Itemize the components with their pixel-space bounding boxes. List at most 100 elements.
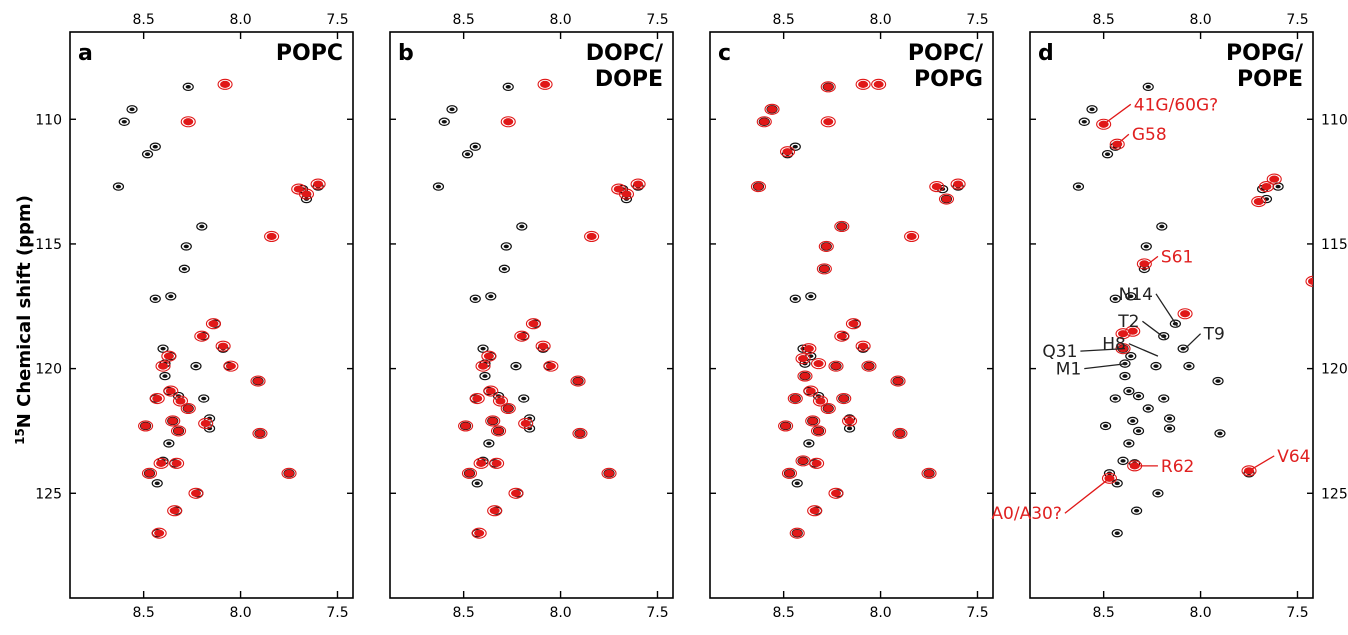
sample-peak-outer xyxy=(809,457,825,469)
reference-peak xyxy=(1177,344,1189,353)
sample-peak-outer xyxy=(170,425,187,437)
sample-peak xyxy=(540,80,551,88)
reference-peak-core xyxy=(526,416,533,421)
sample-peak-outer xyxy=(537,78,553,90)
peak-annotation: T9 xyxy=(1203,325,1225,345)
x-tick-label-top: 8.0 xyxy=(1189,12,1211,28)
reference-peak-core xyxy=(488,294,494,299)
sample-peak-outer xyxy=(252,427,268,439)
sample-peak-outer xyxy=(250,375,266,387)
sample-peak-outer xyxy=(489,457,505,469)
panel-title-line: DOPC/ xyxy=(586,41,664,66)
sample-peak xyxy=(1180,310,1191,318)
annotation-leader xyxy=(1103,103,1132,125)
sample-peak xyxy=(621,190,632,198)
reference-peak xyxy=(1169,319,1181,328)
reference-peak xyxy=(165,292,177,301)
sample-peak-outer xyxy=(750,181,767,193)
sample-peak xyxy=(953,180,964,188)
reference-peak-core xyxy=(181,267,187,271)
panel-title-line: POPE xyxy=(1237,67,1303,92)
sample-peak xyxy=(893,377,904,385)
reference-peak xyxy=(485,292,497,301)
sample-peak-outer xyxy=(223,360,239,372)
sample-peak-outer xyxy=(778,420,794,432)
sample-peak xyxy=(196,332,207,340)
sample-peak xyxy=(830,362,841,370)
reference-peak-core xyxy=(1153,364,1159,368)
sample-peak-outer xyxy=(890,375,906,387)
reference-peak-core xyxy=(1145,406,1151,411)
reference-peak xyxy=(500,242,512,251)
sample-peak xyxy=(253,377,264,385)
reference-peak xyxy=(843,424,856,433)
sample-peak xyxy=(1253,197,1264,206)
sample-peak-outer xyxy=(828,487,844,499)
x-tick-label-top: 7.5 xyxy=(966,12,988,28)
panel-letter: b xyxy=(398,41,414,66)
sample-peak xyxy=(821,242,832,251)
annotation-leader xyxy=(1248,455,1275,472)
panel-frame xyxy=(389,31,674,599)
sample-peak-outer xyxy=(151,527,167,539)
reference-peak-core xyxy=(1166,416,1173,421)
sample-peak-outer xyxy=(820,402,836,415)
sample-peak xyxy=(767,105,778,113)
x-tick-label-top: 8.0 xyxy=(549,12,571,28)
reference-peak xyxy=(182,82,194,92)
reference-peak xyxy=(1150,361,1162,371)
reference-peak xyxy=(1163,424,1176,433)
reference-peak-core xyxy=(1126,389,1132,393)
sample-peak-outer xyxy=(816,263,832,275)
sample-peak-outer xyxy=(805,415,821,427)
sample-peak xyxy=(175,397,186,405)
reference-peak xyxy=(438,117,450,126)
reference-peak-core xyxy=(152,296,158,301)
reference-peak-core xyxy=(1128,294,1134,299)
peaks-layer xyxy=(112,78,326,539)
reference-peak-core xyxy=(1120,459,1126,463)
annotation-leader xyxy=(1147,255,1159,265)
sample-peak xyxy=(154,529,165,537)
sample-peak xyxy=(144,469,155,477)
sample-peak-outer xyxy=(475,360,491,372)
sample-peak xyxy=(200,419,211,428)
reference-peak-core xyxy=(206,426,213,431)
peak-annotation: Q31 xyxy=(1042,342,1077,362)
sample-peak-outer xyxy=(950,178,966,190)
peak-annotation: V64 xyxy=(1277,447,1310,467)
sample-peak-outer xyxy=(601,467,617,479)
reference-peak xyxy=(1142,404,1154,413)
reference-peak-core xyxy=(792,144,798,149)
annotation-leader xyxy=(1155,293,1178,327)
panel-title-line: POPG xyxy=(914,67,983,92)
sample-peak xyxy=(183,118,194,126)
sample-peak-outer xyxy=(492,395,509,407)
reference-peak xyxy=(469,142,481,151)
x-tick-label-top: 8.0 xyxy=(869,12,891,28)
panel-title-line: DOPE xyxy=(595,67,663,92)
reference-peak xyxy=(1117,456,1129,466)
sample-peak-outer xyxy=(764,103,780,115)
reference-peak xyxy=(157,344,169,353)
reference-peak-core xyxy=(1075,184,1082,189)
peak-annotation: S61 xyxy=(1161,247,1193,267)
panel-frame xyxy=(1029,31,1314,599)
sample-peak xyxy=(906,232,917,241)
sample-peak-outer xyxy=(787,392,803,405)
sample-peak-outer xyxy=(310,178,326,190)
sample-peak-outer xyxy=(155,360,171,372)
sample-peak xyxy=(173,427,184,435)
reference-peak xyxy=(479,371,491,381)
sample-peak xyxy=(823,118,834,126)
sample-peak-outer xyxy=(584,230,600,243)
reference-peak-core xyxy=(501,267,507,271)
sample-peak xyxy=(924,469,935,477)
panel-title-line: POPG/ xyxy=(1226,41,1304,66)
reference-peak-core xyxy=(1104,152,1111,156)
reference-peak xyxy=(1152,489,1164,498)
sample-peak xyxy=(815,397,826,405)
sample-peak-outer xyxy=(929,181,945,193)
sample-peak-outer xyxy=(834,220,850,233)
